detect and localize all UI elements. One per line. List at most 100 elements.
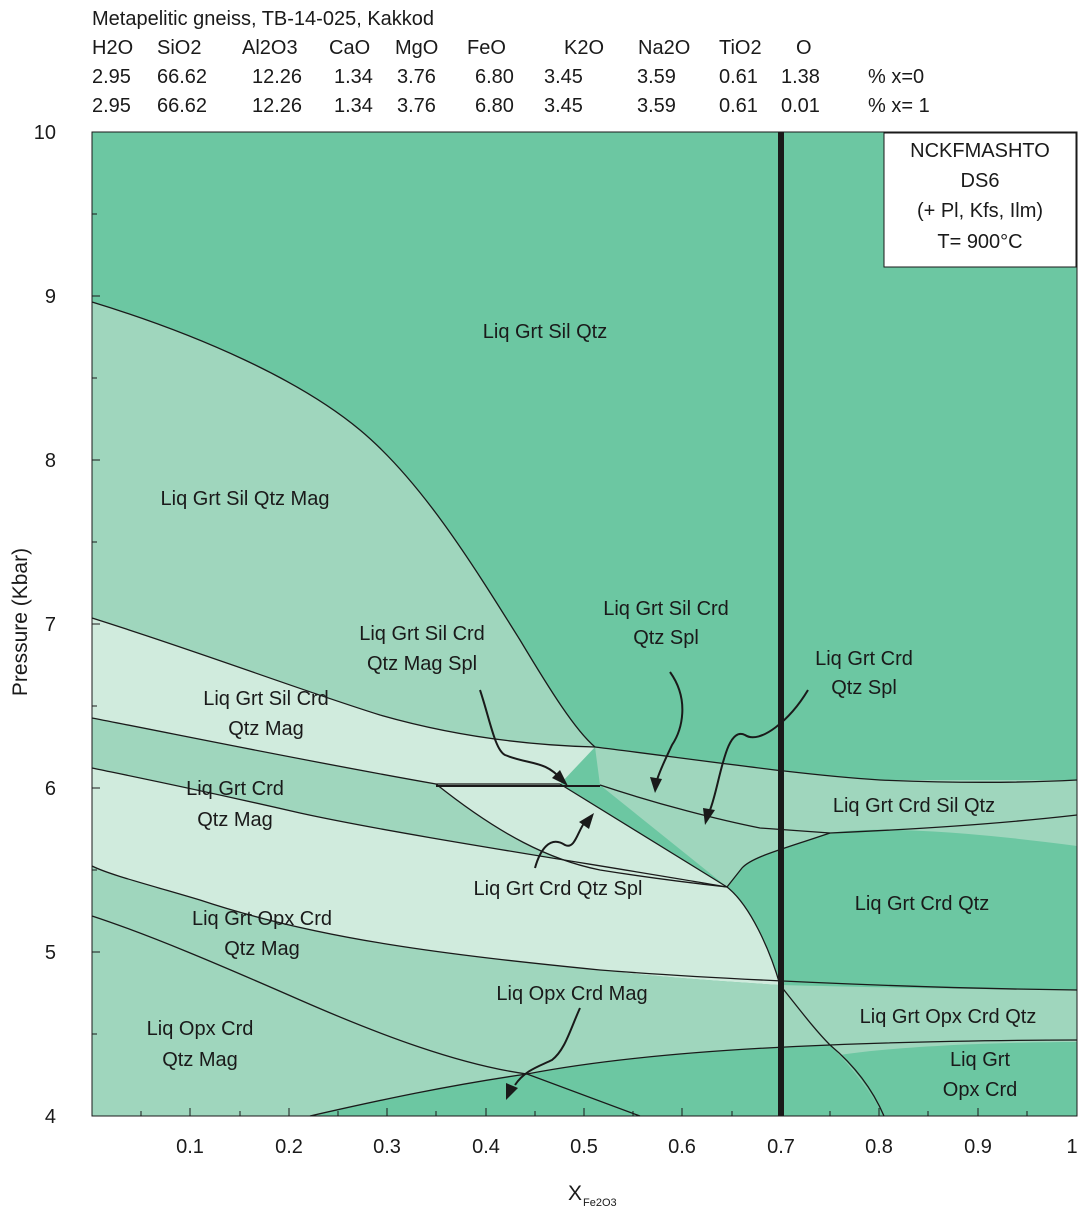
oxide-mgo: MgO (395, 37, 438, 59)
arrowhead (506, 1083, 518, 1100)
xtick-label: 0.5 (570, 1136, 598, 1158)
xtick-label: 0.2 (275, 1136, 303, 1158)
oxide-al2o3: Al2O3 (242, 37, 298, 59)
field-liq-grt-opx-crd (840, 1042, 1077, 1116)
boundary (91, 717, 560, 785)
xtick-label: 0.3 (373, 1136, 401, 1158)
x-tick-labels: 0.1 0.2 0.3 0.4 0.5 0.6 0.7 0.8 0.9 1 (176, 1136, 1077, 1158)
info-temperature: T= 900°C (937, 231, 1022, 253)
value: 3.45 (544, 95, 583, 117)
ytick-label-8: 8 (45, 450, 56, 472)
value: 3.76 (397, 95, 436, 117)
oxide-feo: FeO (467, 37, 506, 59)
xtick-label: 0.9 (964, 1136, 992, 1158)
row-label: % x= 1 (868, 95, 930, 117)
boundary (599, 784, 831, 834)
boundary (91, 617, 1078, 783)
label-liq-grt-opx-crd-qtz-mag-2: Qtz Mag (224, 938, 300, 960)
field-labels: Liq Grt Sil Qtz Liq Grt Sil Qtz Mag Liq … (147, 321, 1037, 1101)
ytick-label-10: 10 (34, 122, 56, 144)
arrowhead (650, 777, 662, 793)
label-liq-opx-crd-qtz-mag-1: Liq Opx Crd (147, 1018, 254, 1040)
oxide-na2o: Na2O (638, 37, 690, 59)
y-axis-title: Pressure (Kbar) (9, 548, 32, 696)
label-liq-grt-sil-crd-qtz-mag-1: Liq Grt Sil Crd (203, 688, 329, 710)
label-liq-grt-sil-crd-qtz-mag-spl-2: Qtz Mag Spl (367, 653, 477, 675)
label-liq-grt-crd-qtz-spl-upper-1: Liq Grt Crd (815, 648, 913, 670)
row-label: % x=0 (868, 66, 924, 88)
oxide-tio2: TiO2 (719, 37, 762, 59)
oxide-sio2: SiO2 (157, 37, 201, 59)
label-liq-grt-opx-crd-1: Liq Grt (950, 1049, 1010, 1071)
label-liq-grt-sil-crd-qtz-mag-2: Qtz Mag (228, 718, 304, 740)
arrowhead (703, 808, 715, 825)
label-liq-grt-opx-crd-qtz: Liq Grt Opx Crd Qtz (860, 1006, 1037, 1028)
boundary (829, 814, 1078, 834)
label-liq-grt-sil-crd-qtz-mag-spl-1: Liq Grt Sil Crd (359, 623, 485, 645)
value: 1.34 (334, 66, 373, 88)
boundary (435, 783, 728, 888)
plot-area (92, 132, 1077, 1116)
boundary (91, 767, 728, 888)
value: 66.62 (157, 66, 207, 88)
xtick-label: 0.4 (472, 1136, 500, 1158)
info-box: NCKFMASHTO DS6 (+ Pl, Kfs, Ilm) T= 900°C (883, 132, 1077, 268)
arrow (656, 671, 684, 781)
label-liq-grt-crd-qtz: Liq Grt Crd Qtz (855, 893, 989, 915)
label-liq-grt-crd-qtz-spl-upper-2: Qtz Spl (831, 677, 897, 699)
x-axis-title: X Fe2O3 (568, 1182, 617, 1209)
label-liq-grt-crd-qtz-spl: Liq Grt Crd Qtz Spl (474, 878, 643, 900)
value: 1.34 (334, 95, 373, 117)
field-bottom-dark-wedge (310, 1074, 640, 1116)
value: 3.59 (637, 95, 676, 117)
axis-ticks (92, 131, 1028, 1116)
label-liq-grt-sil-qtz-mag: Liq Grt Sil Qtz Mag (161, 488, 330, 510)
oxide-cao: CaO (329, 37, 370, 59)
label-liq-grt-sil-crd-qtz-spl-1: Liq Grt Sil Crd (603, 598, 729, 620)
value: 2.95 (92, 95, 131, 117)
value: 0.61 (719, 95, 758, 117)
value: 66.62 (157, 95, 207, 117)
info-dataset: DS6 (961, 170, 1000, 192)
field-liq-grt-opx-crd-qtz (780, 985, 1077, 1045)
field-liq-opx-crd-qtz-mag (92, 916, 527, 1116)
boundary-lines (91, 301, 1078, 1117)
arrowhead (579, 813, 594, 829)
value: 1.38 (781, 66, 820, 88)
ytick-label-9: 9 (45, 286, 56, 308)
label-liq-grt-crd-qtz-mag-1: Liq Grt Crd (186, 778, 284, 800)
ytick-label-6: 6 (45, 778, 56, 800)
label-liq-grt-opx-crd-qtz-mag-1: Liq Grt Opx Crd (192, 908, 332, 930)
diagram-title: Metapelitic gneiss, TB-14-025, Kakkod (92, 8, 434, 30)
x-axis-title-subscript: Fe2O3 (583, 1197, 617, 1209)
arrowhead (552, 770, 568, 786)
oxide-o: O (796, 37, 812, 59)
value: 6.80 (475, 66, 514, 88)
field-liq-grt-crd-qtz-spl-light (436, 784, 727, 887)
ytick-label-5: 5 (45, 942, 56, 964)
ytick-label-4: 4 (45, 1106, 56, 1128)
value: 0.01 (781, 95, 820, 117)
field-liq-grt-sil-crd-qtz-spl (595, 747, 1077, 846)
arrow (479, 689, 563, 781)
boundary (526, 1039, 1078, 1075)
label-liq-grt-sil-qtz: Liq Grt Sil Qtz (483, 321, 607, 343)
field-liq-grt-crd-qtz-spl (600, 785, 830, 887)
xtick-label: 0.7 (767, 1136, 795, 1158)
xtick-label: 0.6 (668, 1136, 696, 1158)
boundary (726, 886, 885, 1117)
boundary (91, 301, 596, 748)
oxide-k2o: K2O (564, 37, 604, 59)
value: 12.26 (252, 66, 302, 88)
label-liq-opx-crd-qtz-mag-2: Qtz Mag (162, 1049, 238, 1071)
xtick-label: 1 (1066, 1136, 1077, 1158)
value: 3.59 (637, 66, 676, 88)
ytick-label-7: 7 (45, 614, 56, 636)
arrow (709, 689, 809, 811)
xtick-label: 0.8 (865, 1136, 893, 1158)
y-tick-labels: 10 9 8 7 6 5 4 (34, 122, 56, 1128)
value: 3.76 (397, 66, 436, 88)
boundary (559, 783, 728, 888)
value: 12.26 (252, 95, 302, 117)
